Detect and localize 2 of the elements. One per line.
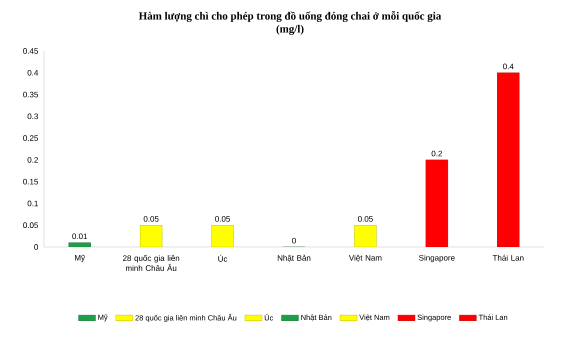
chart-title: Hàm lượng chì cho phép trong đồ uống đóng chai ở mỗi quốc gia <box>138 11 442 22</box>
chart-subtitle: (mg/l) <box>276 24 304 35</box>
